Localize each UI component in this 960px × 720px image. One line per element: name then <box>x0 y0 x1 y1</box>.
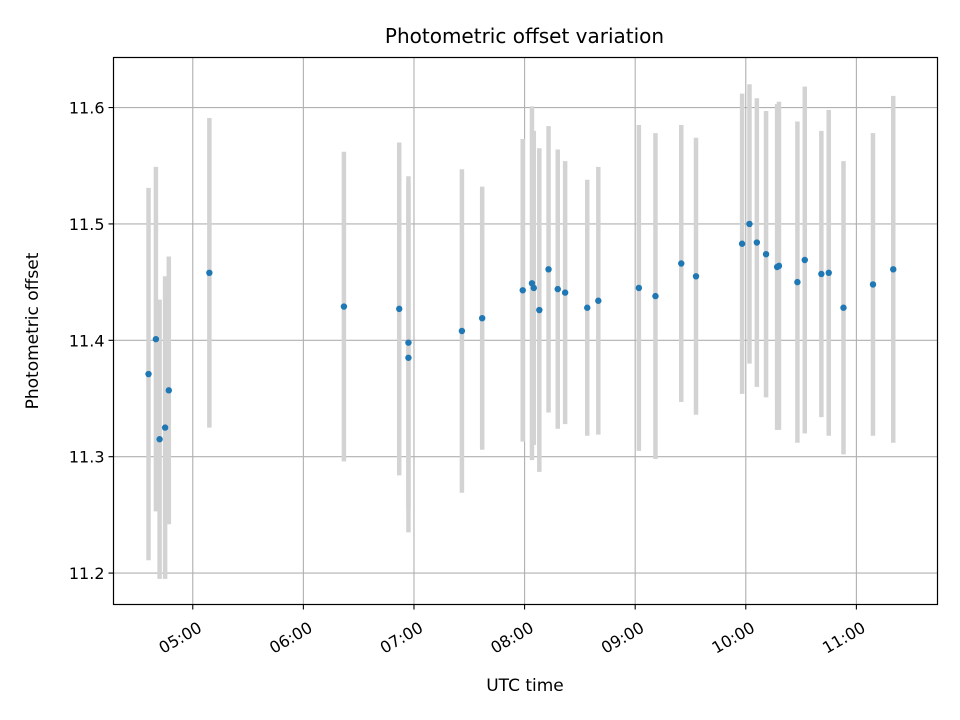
y-tick-label: 11.3 <box>69 448 105 467</box>
data-point <box>405 339 412 346</box>
data-point <box>530 284 537 292</box>
data-point <box>519 287 526 294</box>
data-point <box>396 305 403 313</box>
data-point <box>206 269 213 277</box>
data-point <box>536 306 543 314</box>
data-point <box>794 278 801 286</box>
data-point <box>840 304 847 311</box>
y-axis-label: Photometric offset <box>23 252 43 409</box>
data-point <box>458 327 466 335</box>
chart-title: Photometric offset variation <box>385 24 664 48</box>
plot-frame <box>112 56 939 606</box>
data-point <box>825 269 832 277</box>
y-tick-label: 11.2 <box>69 564 105 583</box>
data-point <box>165 387 173 394</box>
data-point <box>890 266 897 273</box>
grid <box>113 57 938 605</box>
data-point <box>818 270 825 278</box>
data-point <box>801 256 808 264</box>
y-tick-label: 11.4 <box>69 331 105 350</box>
data-point <box>161 424 169 431</box>
data-point <box>738 240 746 247</box>
data-point <box>869 281 877 288</box>
x-axis-label: UTC time <box>486 676 564 696</box>
data-point <box>405 354 412 361</box>
data-point <box>678 260 685 267</box>
y-axis: 11.2 11.3 11.4 11.5 11.6 <box>69 99 114 583</box>
data-point <box>753 239 761 246</box>
data-point <box>152 335 160 343</box>
data-point <box>584 304 591 311</box>
data-point <box>595 297 602 304</box>
data-point <box>340 303 348 310</box>
data-point <box>545 266 552 273</box>
data-point <box>692 273 700 280</box>
data-point <box>746 220 753 228</box>
data-point <box>652 292 659 300</box>
y-tick-label: 11.6 <box>69 99 105 118</box>
data-point <box>478 314 486 322</box>
data-point <box>762 250 770 258</box>
y-tick-label: 11.5 <box>69 215 105 234</box>
data-point <box>561 289 569 296</box>
data-points <box>145 220 897 443</box>
data-point <box>145 370 152 378</box>
data-point <box>775 262 783 270</box>
data-point <box>156 436 163 443</box>
data-point <box>554 285 561 293</box>
data-point <box>635 284 643 292</box>
